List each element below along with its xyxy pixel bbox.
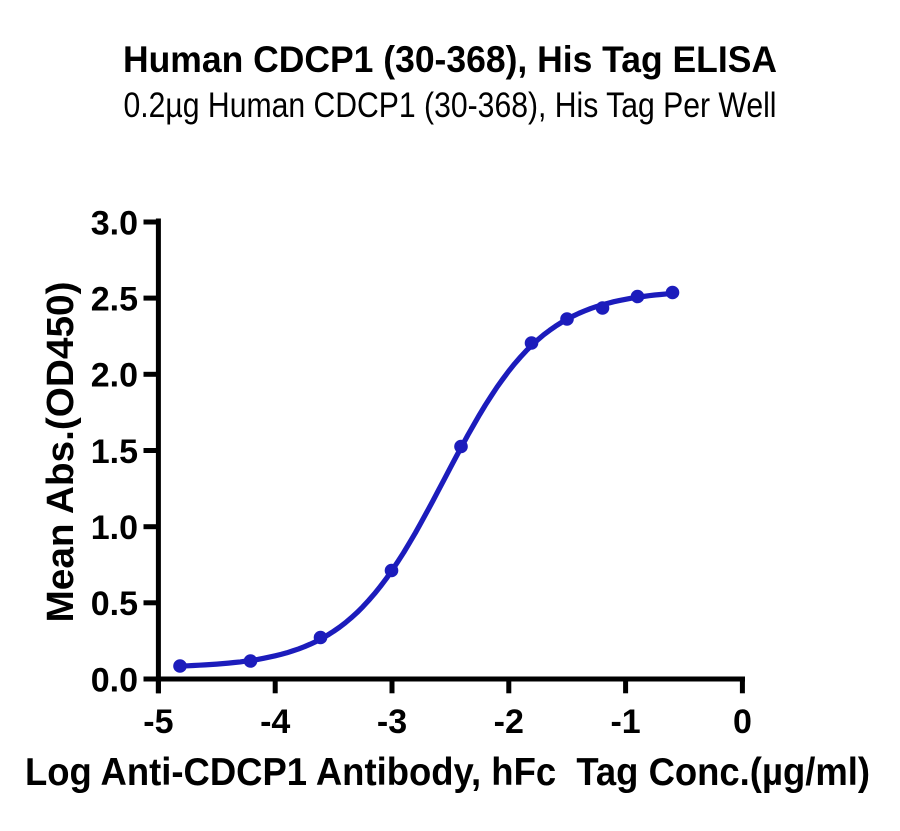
svg-text:2.0: 2.0 xyxy=(91,357,138,395)
svg-text:Mean Abs.(OD450): Mean Abs.(OD450) xyxy=(40,282,82,623)
svg-text:-1: -1 xyxy=(610,703,640,741)
svg-text:0.0: 0.0 xyxy=(91,661,138,699)
svg-text:0: 0 xyxy=(733,703,752,741)
svg-text:Human CDCP1 (30-368), His Tag: Human CDCP1 (30-368), His Tag ELISA xyxy=(123,38,777,80)
svg-text:1.5: 1.5 xyxy=(91,433,138,471)
svg-text:-2: -2 xyxy=(494,703,524,741)
svg-text:3.0: 3.0 xyxy=(91,204,138,242)
svg-text:0.2µg Human CDCP1 (30-368), Hi: 0.2µg Human CDCP1 (30-368), His Tag Per … xyxy=(124,86,777,125)
svg-text:Log Anti-CDCP1 Antibody, hFc: Log Anti-CDCP1 Antibody, hFc Tag Conc.(µ… xyxy=(25,751,870,794)
svg-text:1.0: 1.0 xyxy=(91,509,138,547)
svg-text:-4: -4 xyxy=(260,703,290,741)
svg-text:-3: -3 xyxy=(377,703,407,741)
svg-text:-5: -5 xyxy=(143,703,173,741)
svg-text:0.5: 0.5 xyxy=(91,585,138,623)
svg-text:2.5: 2.5 xyxy=(91,280,138,318)
